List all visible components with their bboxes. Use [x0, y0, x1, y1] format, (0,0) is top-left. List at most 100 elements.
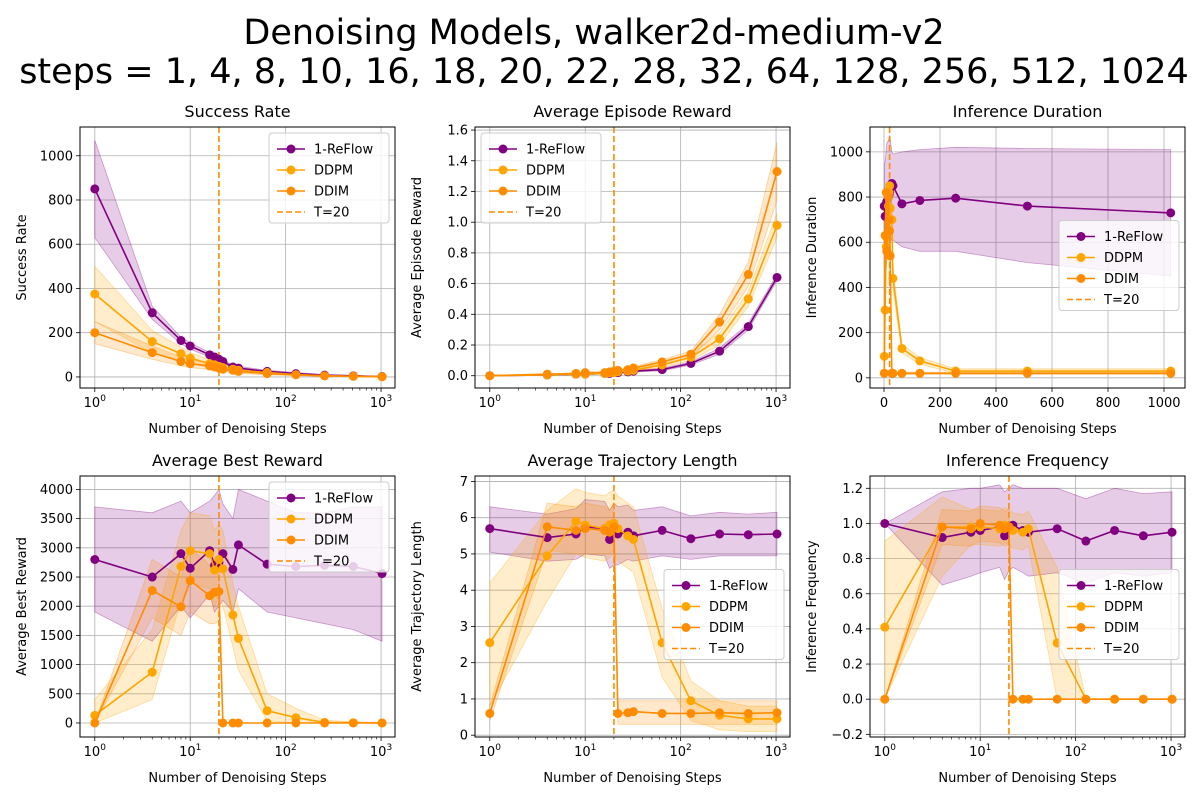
data-point — [657, 708, 667, 718]
legend-marker — [1076, 623, 1086, 632]
y-tick-label: 0 — [855, 371, 863, 386]
axes-frame — [869, 126, 1186, 389]
legend-marker — [681, 623, 691, 632]
data-point — [233, 540, 243, 550]
data-point — [320, 718, 330, 728]
panel-title: Success Rate — [184, 102, 290, 121]
data-point — [1052, 524, 1062, 534]
data-point — [628, 363, 638, 373]
x-tick-label: 0 — [880, 396, 888, 411]
data-point — [915, 368, 925, 378]
data-point — [90, 718, 100, 728]
data-point — [1000, 531, 1010, 541]
y-tick-label: 0 — [460, 729, 468, 744]
data-point — [975, 518, 985, 528]
data-point — [176, 562, 186, 572]
data-point — [485, 708, 495, 718]
legend-label: T=20 — [1103, 642, 1139, 657]
data-point — [147, 308, 157, 318]
legend-box — [480, 132, 602, 224]
data-point — [485, 524, 495, 534]
y-tick-label: 0.0 — [447, 369, 468, 384]
panel-3: 0 200 400 600 800 1000 0 200 400 600 800 1000 Infere… — [805, 102, 1186, 437]
y-tick-label: 0.8 — [842, 552, 863, 567]
data-point — [743, 269, 753, 279]
axes-frame — [474, 126, 791, 389]
legend-label: DDIM — [314, 185, 349, 200]
data-point — [605, 534, 615, 544]
x-tick-label: 1000 — [1147, 396, 1180, 411]
data-point — [147, 667, 157, 677]
data-point — [915, 195, 925, 205]
data-point — [185, 546, 195, 556]
data-point — [485, 638, 495, 648]
y-tick-label: 0.6 — [447, 277, 468, 292]
x-tick-label: 103 — [1160, 743, 1182, 760]
data-point — [772, 714, 782, 724]
y-tick-label: 200 — [48, 326, 73, 341]
legend-label: 1-ReFlow — [1104, 579, 1163, 594]
data-point — [348, 718, 358, 728]
data-point — [377, 718, 387, 728]
data-point — [1110, 525, 1120, 535]
data-point — [628, 534, 638, 544]
data-point — [262, 718, 272, 728]
legend-label: T=20 — [313, 555, 349, 570]
panel-2: 100 101 102 103 0.0 0.2 0.4 0.6 0.8 1.0 1.2 1.4 1.6 A… — [410, 102, 791, 437]
panel-title: Average Trajectory Length — [527, 451, 737, 470]
y-tick-label: 1.4 — [447, 154, 468, 169]
legend-box — [1058, 569, 1180, 660]
y-tick-label: 0.4 — [447, 308, 468, 323]
data-point — [90, 184, 100, 194]
figure-title-line-2: steps = 1, 4, 8, 10, 16, 18, 20, 22, 28,… — [19, 52, 1189, 92]
data-point — [147, 348, 157, 358]
data-point — [897, 368, 907, 378]
y-tick-label: 2500 — [40, 571, 73, 586]
data-point — [1022, 201, 1032, 211]
data-point — [715, 346, 725, 356]
data-point — [218, 718, 228, 728]
y-tick-label: 0 — [65, 716, 73, 731]
legend-marker — [681, 581, 691, 590]
panel-5: 100 101 102 103 0 1 2 3 4 5 6 7 Average Trajectory L… — [410, 451, 791, 786]
data-point — [951, 368, 961, 378]
y-tick-label: 0.8 — [447, 246, 468, 261]
y-tick-label: 400 — [838, 281, 863, 296]
data-point — [185, 359, 195, 369]
data-point — [571, 368, 581, 378]
data-point — [580, 524, 590, 534]
y-tick-label: 800 — [48, 193, 73, 208]
x-axis-label: Number of Denoising Steps — [543, 422, 721, 437]
panel-title: Average Best Reward — [152, 451, 323, 470]
y-tick-label: 600 — [838, 236, 863, 251]
y-tick-label: 1 — [460, 692, 468, 707]
y-tick-label: 1.6 — [447, 124, 468, 139]
legend-marker — [286, 535, 296, 545]
data-point — [1167, 694, 1177, 704]
legend-marker — [681, 602, 691, 611]
confidence-band-ddim — [884, 505, 1172, 700]
data-point — [686, 708, 696, 718]
data-point — [657, 525, 667, 535]
data-point — [291, 718, 301, 728]
x-tick-label: 600 — [1040, 396, 1065, 411]
data-point — [1052, 694, 1062, 704]
data-point — [885, 181, 895, 191]
data-point — [1110, 694, 1120, 704]
y-tick-label: 400 — [48, 282, 73, 297]
data-point — [883, 192, 893, 202]
y-tick-label: 800 — [838, 191, 863, 206]
y-tick-label: 200 — [838, 326, 863, 341]
y-tick-label: 600 — [48, 238, 73, 253]
legend-label: DDPM — [314, 513, 353, 528]
data-point — [880, 622, 890, 632]
legend-label: T=20 — [525, 206, 561, 221]
y-tick-label: 3500 — [40, 512, 73, 527]
legend-box — [268, 132, 390, 224]
y-tick-label: 500 — [48, 687, 73, 702]
data-point — [772, 167, 782, 177]
legend: 1-ReFlow DDPM DDIM T=20 — [663, 569, 785, 660]
x-tick-label: 100 — [874, 743, 897, 760]
